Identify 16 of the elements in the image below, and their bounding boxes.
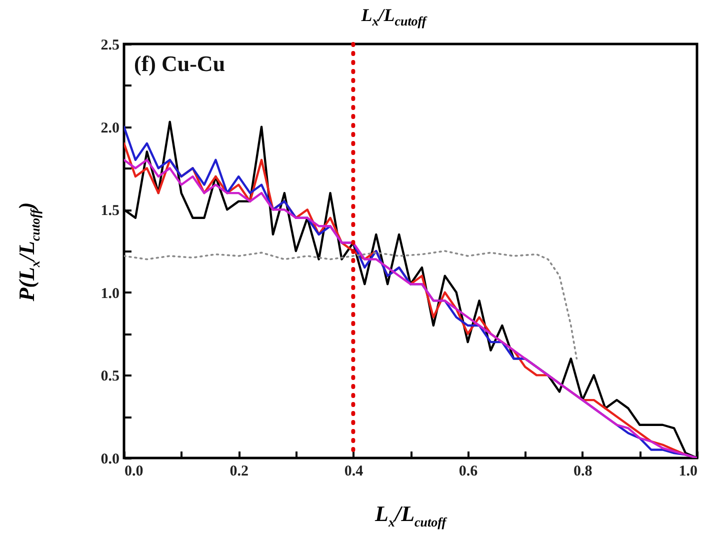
x-axis-title: L$_{x}$/L$_{cutoff}$: [375, 501, 446, 530]
x-tick-label: 1.0: [678, 464, 698, 480]
y-tick-label: 1.0: [100, 286, 120, 302]
y-tick-label: 2.5: [100, 38, 120, 54]
y-tick-label: 2.0: [100, 120, 120, 136]
x-tick-label: 0.0: [124, 464, 144, 480]
x-tick-label: 0.2: [230, 464, 248, 480]
annotation: (f) Cu-Cu: [134, 51, 226, 76]
y-tick-label: 0.0: [100, 452, 120, 468]
x-tick-label: 0.8: [574, 464, 592, 480]
line-series: [124, 250, 578, 360]
y-tick-label: 0.5: [100, 368, 120, 385]
ref-line-label: L$_{x}$/L$_{cutoff}$: [361, 5, 426, 29]
y-tick-label: 1.5: [100, 203, 120, 220]
x-tick-label: 0.4: [344, 464, 364, 480]
x-tick-label: 0.6: [458, 464, 478, 480]
